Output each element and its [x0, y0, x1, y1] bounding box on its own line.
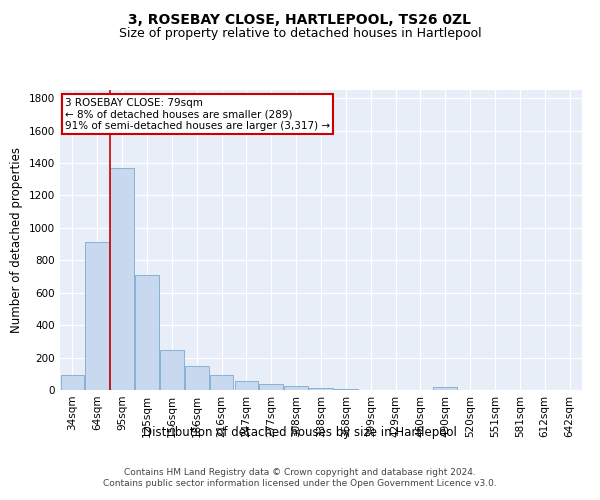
Bar	[110, 168, 134, 390]
Bar	[61, 376, 84, 390]
Bar	[433, 387, 457, 390]
Bar	[135, 275, 159, 390]
Bar	[85, 242, 109, 390]
Bar	[309, 388, 333, 390]
Bar	[235, 380, 258, 390]
Text: Distribution of detached houses by size in Hartlepool: Distribution of detached houses by size …	[143, 426, 457, 439]
Bar	[160, 350, 184, 390]
Bar	[284, 386, 308, 390]
Text: Size of property relative to detached houses in Hartlepool: Size of property relative to detached ho…	[119, 28, 481, 40]
Bar	[185, 366, 209, 390]
Y-axis label: Number of detached properties: Number of detached properties	[10, 147, 23, 333]
Bar	[210, 376, 233, 390]
Text: 3 ROSEBAY CLOSE: 79sqm
← 8% of detached houses are smaller (289)
91% of semi-det: 3 ROSEBAY CLOSE: 79sqm ← 8% of detached …	[65, 98, 331, 130]
Text: Contains HM Land Registry data © Crown copyright and database right 2024.
Contai: Contains HM Land Registry data © Crown c…	[103, 468, 497, 487]
Bar	[259, 384, 283, 390]
Text: 3, ROSEBAY CLOSE, HARTLEPOOL, TS26 0ZL: 3, ROSEBAY CLOSE, HARTLEPOOL, TS26 0ZL	[128, 12, 472, 26]
